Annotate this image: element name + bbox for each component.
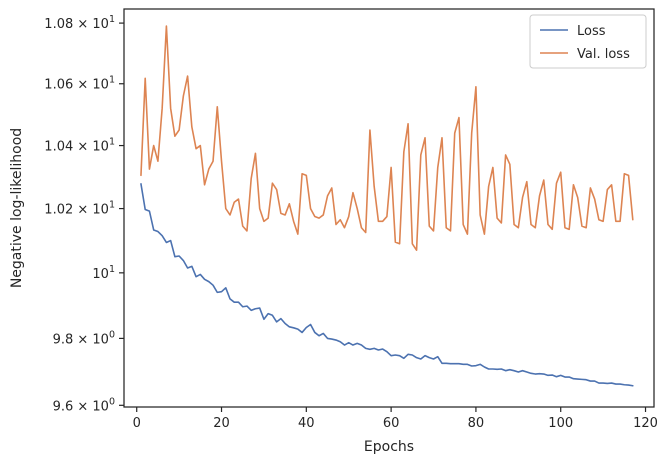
x-tick-label: 0 xyxy=(133,416,141,431)
y-tick-label: 101 xyxy=(92,264,115,282)
x-tick-label: 100 xyxy=(548,416,573,431)
x-tick-label: 20 xyxy=(213,416,230,431)
y-tick-label: 1.06 × 101 xyxy=(44,75,115,93)
legend-box xyxy=(529,14,647,69)
y-tick-label: 9.8 × 100 xyxy=(53,329,115,347)
series-line-loss xyxy=(140,183,634,387)
y-tick-label: 1.08 × 101 xyxy=(44,14,115,32)
data-series xyxy=(140,25,634,387)
x-tick-label: 120 xyxy=(633,416,658,431)
x-tick-label: 40 xyxy=(298,416,315,431)
y-tick-label: 1.04 × 101 xyxy=(44,137,115,155)
legend-label-val-loss: Val. loss xyxy=(577,47,630,62)
plot-area xyxy=(123,8,655,408)
axis-ticks: 0 20 40 60 80 100 120 1.08 × 101 1.06 × 101 1.04 … xyxy=(44,14,658,431)
y-tick-label: 1.02 × 101 xyxy=(44,200,115,218)
legend: Loss Val. loss xyxy=(529,14,647,69)
x-tick-label: 60 xyxy=(383,416,400,431)
y-axis-label: Negative log-likelihood xyxy=(9,128,25,288)
y-tick-label: 9.6 × 100 xyxy=(53,396,115,414)
x-tick-label: 80 xyxy=(468,416,485,431)
legend-label-loss: Loss xyxy=(577,24,606,39)
x-axis-label: Epochs xyxy=(364,439,414,455)
series-line-val-loss xyxy=(140,25,634,251)
